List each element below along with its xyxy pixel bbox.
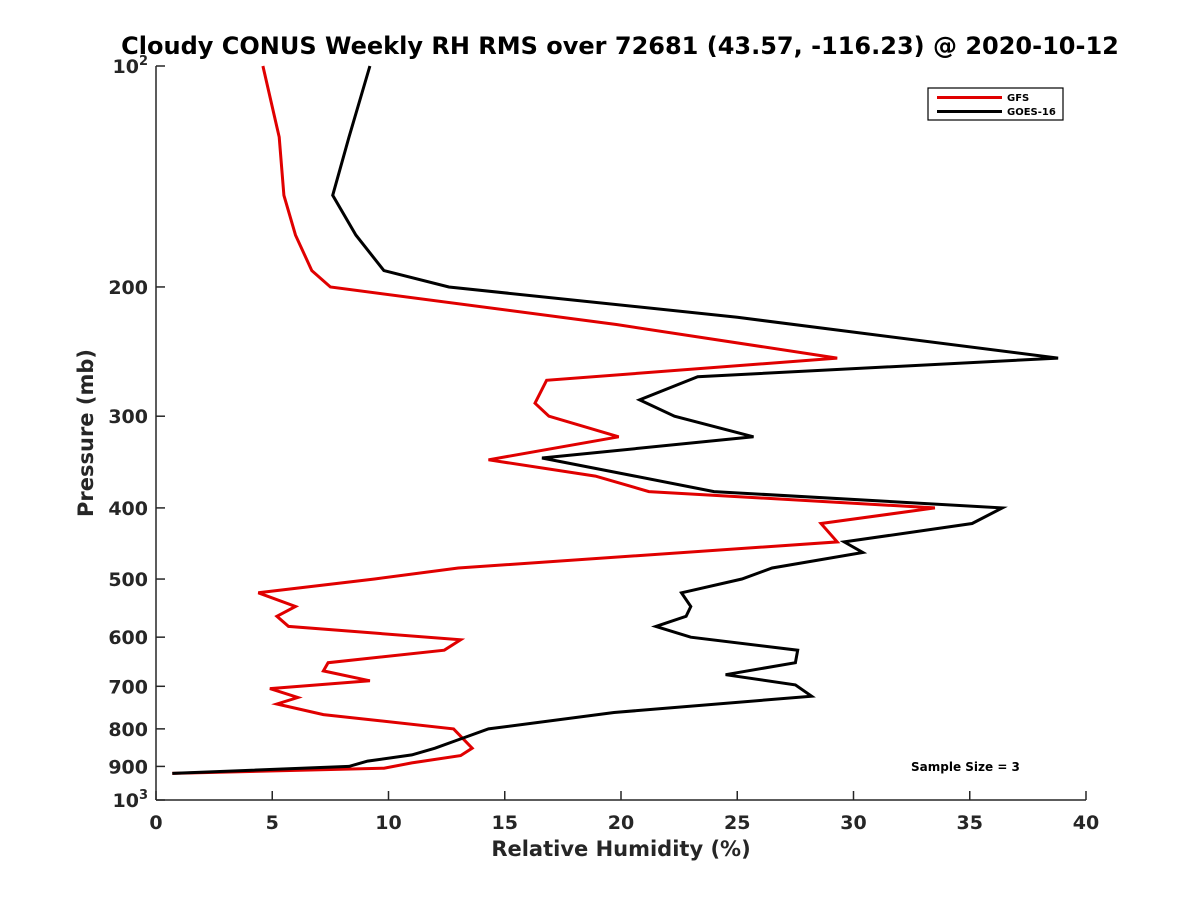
- series-layer: [172, 65, 1059, 775]
- plot-area: [156, 66, 1086, 800]
- y-tick-label: 700: [108, 676, 148, 698]
- y-tick-label: 200: [108, 277, 148, 299]
- y-axis-label: Pressure (mb): [74, 349, 98, 517]
- x-tick-label: 10: [375, 812, 401, 834]
- legend-box: [927, 87, 1064, 121]
- y-tick-label: 103: [113, 788, 149, 812]
- y-tick-label: 500: [108, 569, 148, 591]
- legend-label-goes16: GOES-16: [1007, 107, 1056, 118]
- x-tick-label: 0: [149, 812, 162, 834]
- legend-label-gfs: GFS: [1007, 93, 1029, 104]
- axes-layer: 0 5 10 15 20 25 30 35 40 102 200 300 400 500 600 700 800…: [108, 54, 1099, 834]
- x-tick-label: 15: [492, 812, 518, 834]
- y-tick-label: 800: [108, 719, 148, 741]
- sample-size-annotation: Sample Size = 3: [911, 760, 1020, 774]
- y-tick-label: 400: [108, 498, 148, 520]
- x-tick-label: 35: [957, 812, 983, 834]
- y-tick-label: 900: [108, 756, 148, 778]
- chart-title: Cloudy CONUS Weekly RH RMS over 72681 (4…: [121, 32, 1119, 60]
- y-tick-label: 102: [113, 54, 149, 78]
- x-tick-label: 5: [266, 812, 279, 834]
- x-tick-label: 30: [840, 812, 866, 834]
- series-line-gfs: [172, 65, 936, 775]
- y-tick-label: 600: [108, 627, 148, 649]
- x-axis-label: Relative Humidity (%): [491, 837, 750, 861]
- series-line-goes16: [172, 65, 1059, 775]
- x-tick-label: 20: [608, 812, 634, 834]
- x-tick-label: 40: [1073, 812, 1099, 834]
- y-tick-label: 300: [108, 406, 148, 428]
- legend[interactable]: GFS GOES-16: [927, 87, 1064, 121]
- x-tick-label: 25: [724, 812, 750, 834]
